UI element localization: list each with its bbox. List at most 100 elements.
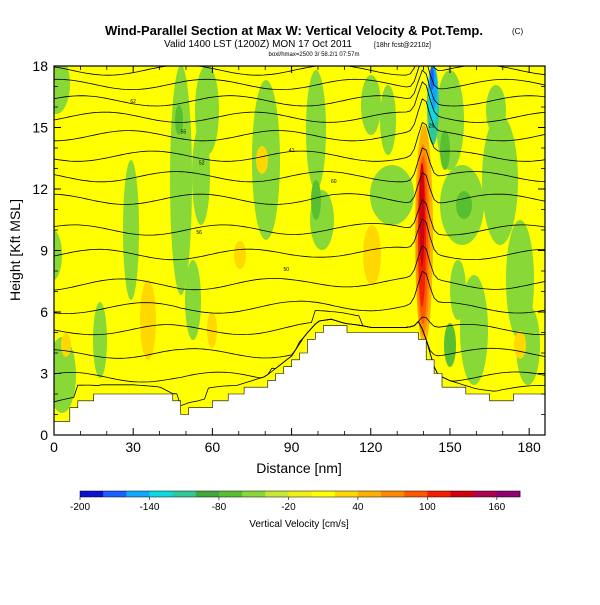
isentrope-line bbox=[54, 98, 545, 142]
x-tick-label: 30 bbox=[125, 439, 141, 455]
velocity-region bbox=[61, 333, 71, 357]
velocity-region bbox=[456, 191, 472, 219]
velocity-region bbox=[430, 66, 434, 90]
isentrope-label: 60 bbox=[331, 179, 337, 185]
velocity-region bbox=[361, 75, 381, 135]
chart-title: Wind-Parallel Section at Max W: Vertical… bbox=[105, 23, 483, 38]
colorbar-swatch bbox=[450, 491, 475, 497]
x-tick-label: 60 bbox=[205, 439, 221, 455]
isentrope-line bbox=[54, 66, 545, 91]
x-tick-label: 120 bbox=[359, 439, 383, 455]
colorbar-tick-label: -140 bbox=[139, 502, 159, 513]
title-mark: (C) bbox=[512, 27, 523, 36]
colorbar-swatch bbox=[334, 491, 359, 497]
colorbar-swatch bbox=[242, 491, 266, 497]
isentrope-label: 41 bbox=[289, 148, 295, 154]
isentrope-line bbox=[54, 122, 545, 162]
isentrope-label: 56 bbox=[196, 230, 202, 236]
y-axis-label: Height [Kft MSL] bbox=[7, 199, 23, 301]
velocity-region bbox=[482, 115, 518, 245]
isentrope-line bbox=[54, 147, 545, 183]
velocity-region bbox=[140, 280, 156, 360]
isentrope-line bbox=[54, 217, 545, 261]
velocity-region bbox=[514, 331, 526, 359]
colorbar-swatch bbox=[473, 491, 498, 497]
terrain-layer bbox=[54, 325, 545, 435]
colorbar-swatch bbox=[357, 491, 382, 497]
axes: 0 30 60 90 120 150 180 0 3 6 9 12 15 18 bbox=[32, 58, 545, 455]
velocity-region bbox=[170, 66, 192, 295]
x-tick-label: 180 bbox=[517, 439, 541, 455]
chart-subtitle-note: [18hr fcst@2210z] bbox=[374, 42, 431, 49]
velocity-field bbox=[54, 66, 540, 413]
velocity-region bbox=[311, 180, 321, 220]
chart-info-line: boxl/hmax=2500 3/ 58.2/1 07:57m bbox=[269, 52, 360, 58]
colorbar-swatch bbox=[218, 491, 243, 497]
y-tick-label: 9 bbox=[40, 243, 48, 259]
colorbar-label: Vertical Velocity [cm/s] bbox=[249, 519, 349, 530]
colorbar-swatch bbox=[404, 491, 428, 497]
y-tick-label: 0 bbox=[40, 427, 48, 443]
isentrope-line bbox=[54, 309, 545, 336]
colorbar-tick-label: -80 bbox=[212, 502, 227, 513]
velocity-region bbox=[256, 146, 268, 174]
isentrope-line bbox=[54, 318, 545, 383]
colorbar-frame bbox=[79, 490, 521, 498]
colorbar-swatch bbox=[288, 491, 312, 497]
colorbar-tick-label: 100 bbox=[419, 502, 436, 513]
colorbar-swatch bbox=[195, 491, 220, 497]
velocity-region bbox=[440, 130, 450, 170]
colorbar-swatch bbox=[103, 491, 127, 497]
y-tick-label: 3 bbox=[40, 366, 48, 382]
y-tick-label: 6 bbox=[40, 304, 48, 320]
velocity-region bbox=[207, 312, 217, 348]
colorbar-tick-label: 40 bbox=[352, 502, 364, 513]
colorbar-tick-label: 160 bbox=[488, 502, 505, 513]
colorbar-tick-label: -200 bbox=[70, 502, 90, 513]
velocity-region bbox=[486, 85, 506, 135]
velocity-region bbox=[380, 85, 396, 155]
isentrope-line bbox=[54, 69, 545, 107]
velocity-region bbox=[93, 302, 107, 378]
isentrope-label: 25 bbox=[429, 124, 435, 130]
velocity-region bbox=[444, 323, 456, 367]
velocity-region bbox=[185, 260, 201, 340]
velocity-region bbox=[450, 260, 466, 320]
isentrope-label: 52 bbox=[199, 160, 205, 166]
isentrope-line bbox=[54, 81, 545, 123]
isentrope-label: 50 bbox=[284, 267, 290, 273]
velocity-region bbox=[123, 160, 139, 300]
x-tick-label: 0 bbox=[50, 439, 58, 455]
velocity-region bbox=[419, 163, 425, 267]
velocity-region bbox=[54, 337, 76, 413]
colorbar-swatch bbox=[311, 491, 336, 497]
x-axis-label: Distance [nm] bbox=[256, 460, 342, 476]
velocity-region bbox=[192, 125, 210, 225]
chart-subtitle: Valid 1400 LST (1200Z) MON 17 Oct 2011 bbox=[164, 39, 352, 50]
velocity-region bbox=[516, 305, 540, 385]
velocity-region bbox=[54, 66, 70, 114]
colorbar-swatch bbox=[80, 491, 104, 497]
x-tick-label: 150 bbox=[438, 439, 462, 455]
velocity-region bbox=[363, 225, 381, 285]
terrain bbox=[54, 325, 545, 435]
colorbar: -200 -140 -80 -20 40 100 160 bbox=[70, 490, 521, 513]
y-tick-label: 12 bbox=[32, 181, 48, 197]
isentrope-label: 62 bbox=[130, 99, 136, 105]
y-tick-label: 18 bbox=[32, 58, 48, 74]
colorbar-swatch bbox=[149, 491, 174, 497]
colorbar-swatch bbox=[496, 491, 521, 497]
colorbar-swatch bbox=[172, 491, 197, 497]
velocity-region bbox=[306, 70, 326, 190]
colorbar-swatch bbox=[126, 491, 150, 497]
isentrope-label: 55 bbox=[181, 130, 187, 136]
colorbar-tick-label: -20 bbox=[281, 502, 296, 513]
velocity-region bbox=[370, 165, 414, 225]
colorbar-swatch bbox=[427, 491, 451, 497]
velocity-region bbox=[175, 105, 183, 135]
velocity-region bbox=[460, 275, 488, 385]
colorbar-swatch bbox=[265, 491, 289, 497]
isentrope-label-group: 62 55 52 41 60 56 50 25 bbox=[130, 99, 434, 273]
